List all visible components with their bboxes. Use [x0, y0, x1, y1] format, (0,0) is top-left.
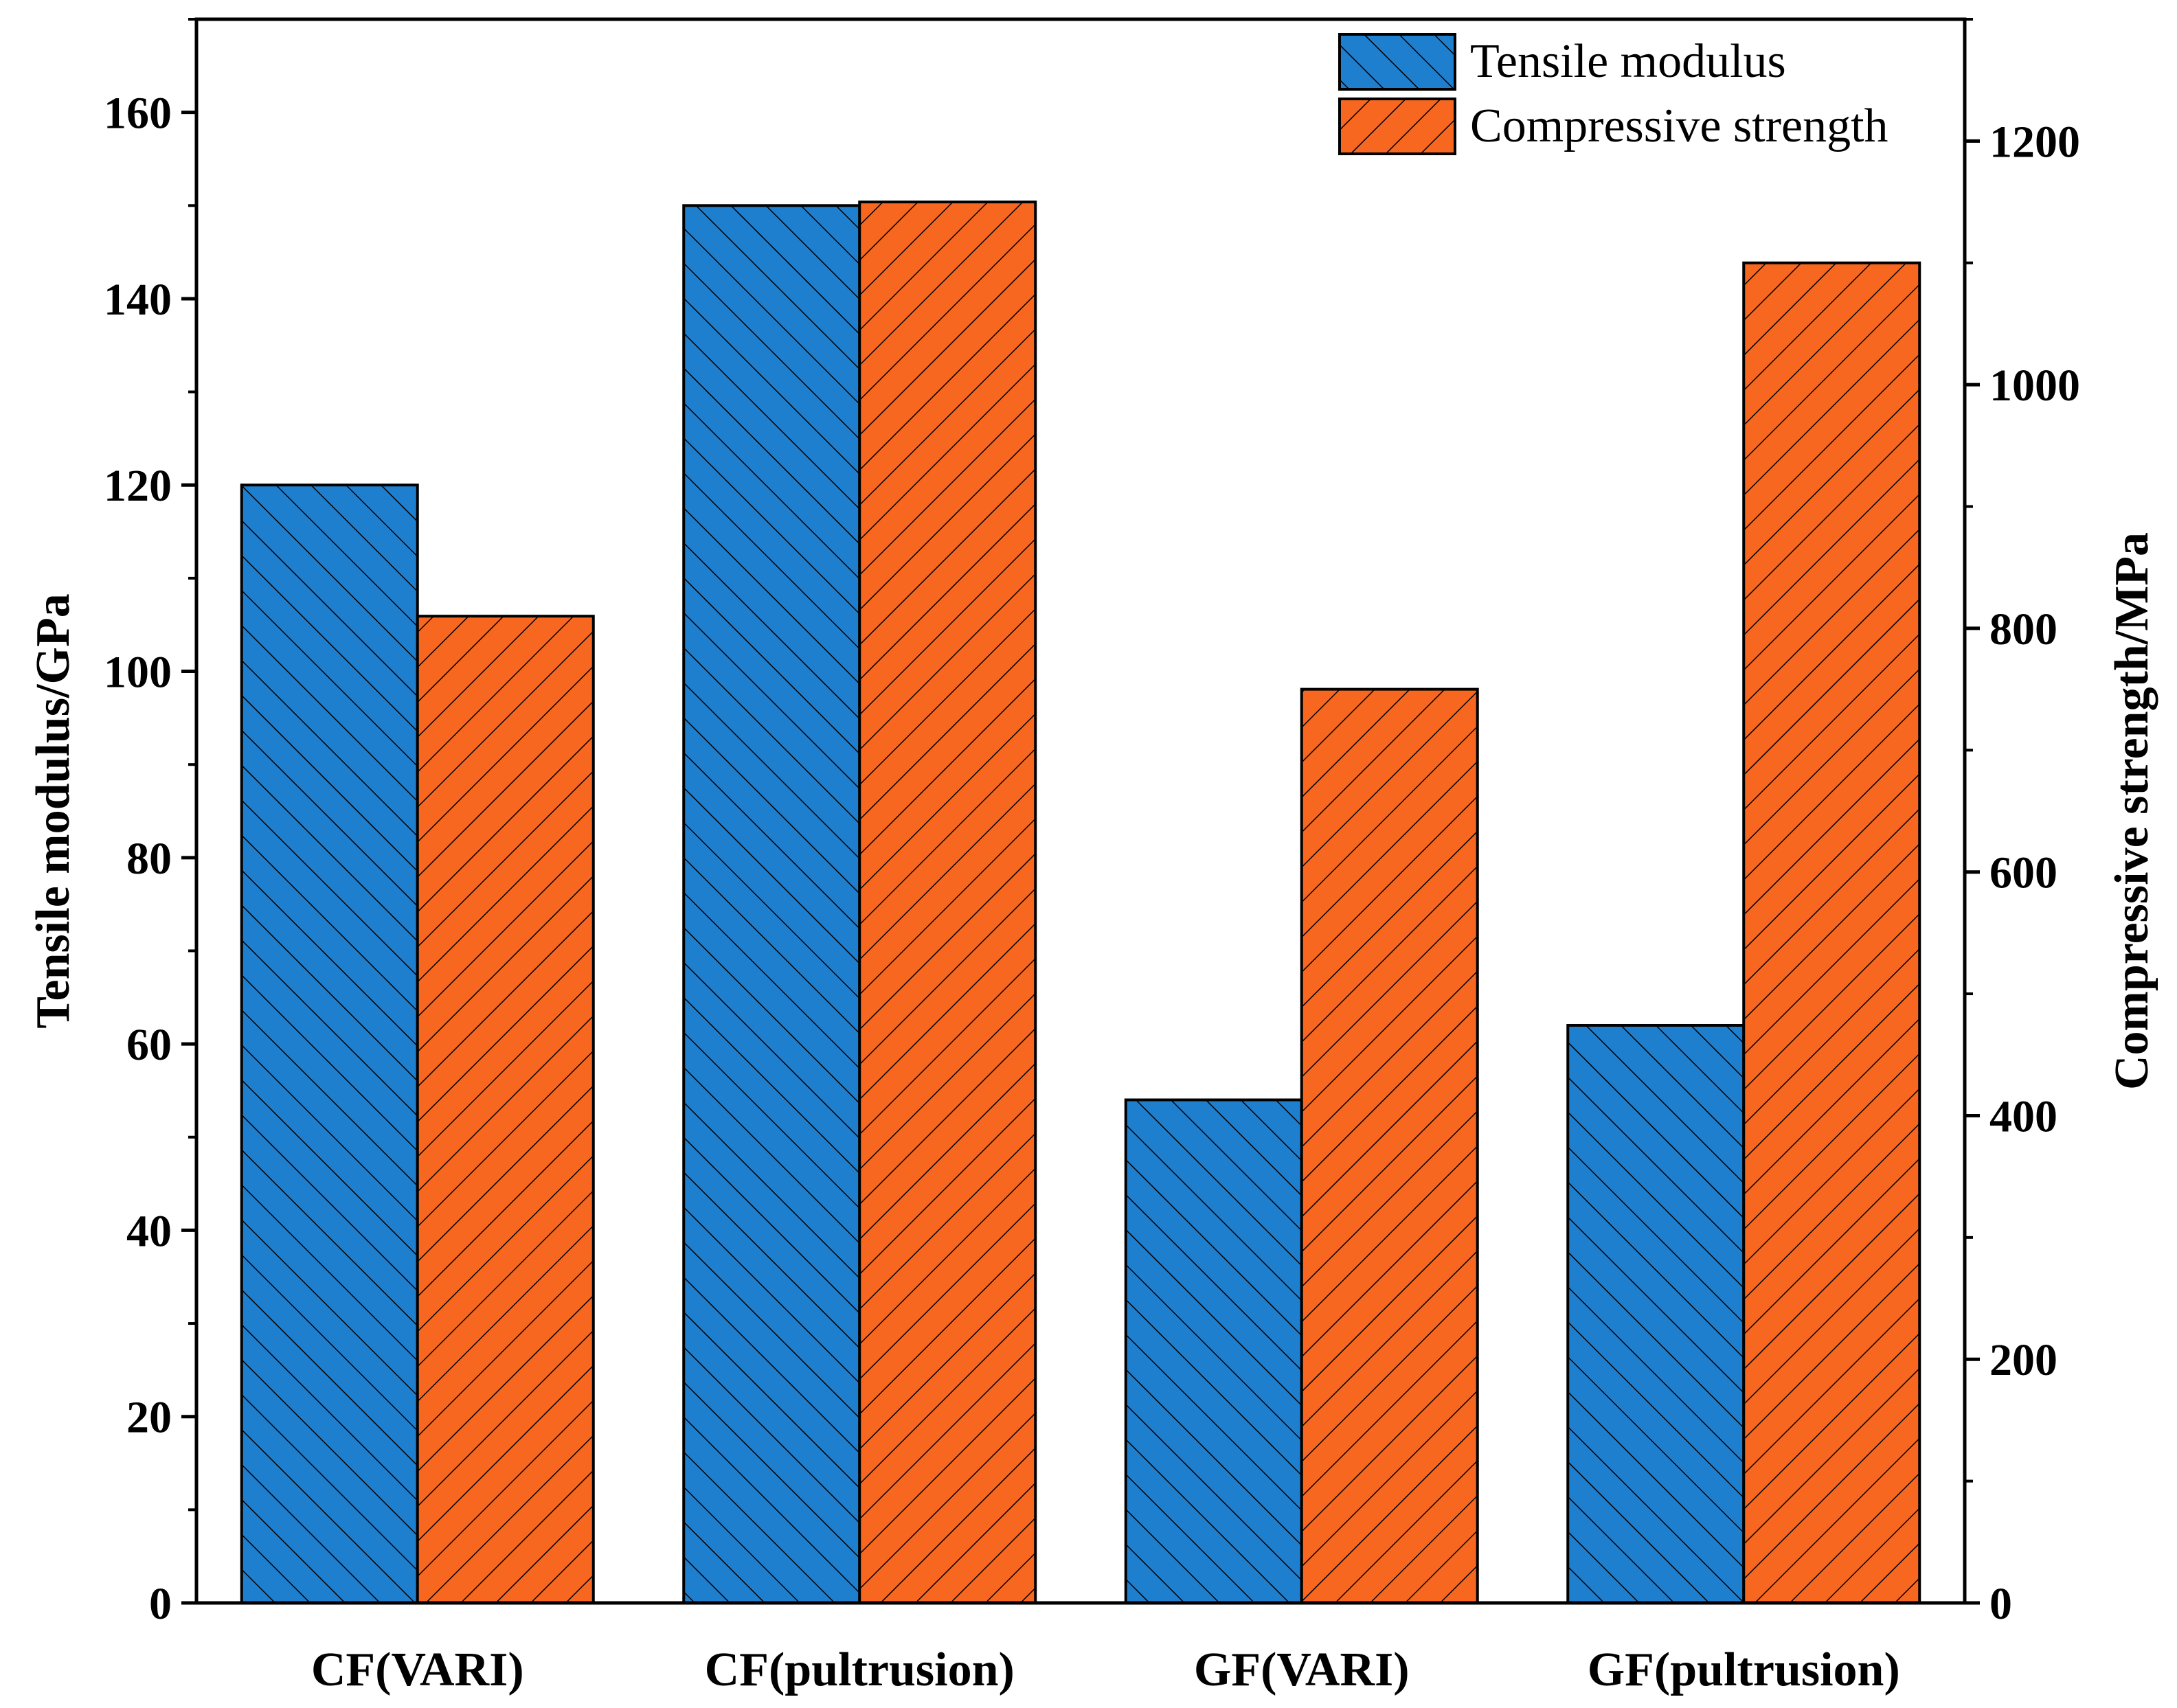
- category-label: CF(VARI): [311, 1643, 524, 1696]
- left-tick-label: 100: [104, 648, 172, 698]
- right-tick-label: 1200: [1989, 117, 2080, 167]
- bar-hatch-1-2: [1300, 687, 1479, 1604]
- bar-hatch-1-3: [1742, 261, 1921, 1604]
- category-label: CF(pultrusion): [705, 1643, 1015, 1696]
- left-tick-label: 80: [126, 834, 172, 884]
- legend-swatch-hatch: [1338, 33, 1456, 91]
- right-tick-label: 200: [1989, 1335, 2057, 1385]
- left-tick-label: 60: [126, 1020, 172, 1070]
- right-tick-label: 0: [1989, 1579, 2012, 1629]
- left-tick-label: 120: [104, 461, 172, 511]
- legend-label: Tensile modulus: [1470, 35, 1786, 88]
- left-tick-label: 20: [126, 1393, 172, 1443]
- bar-hatch-0-1: [682, 204, 861, 1605]
- left-tick-label: 160: [104, 89, 172, 139]
- plot-frame: [194, 17, 1967, 1605]
- left-tick-label: 0: [149, 1579, 172, 1629]
- left-axis-title: Tensile modulus/GPa: [27, 593, 80, 1028]
- left-tick-label: 40: [126, 1206, 172, 1256]
- category-label: GF(VARI): [1194, 1643, 1410, 1696]
- right-tick-label: 600: [1989, 848, 2057, 898]
- category-label: GF(pultrusion): [1588, 1643, 1900, 1696]
- bar-hatch-1-1: [858, 201, 1037, 1605]
- left-tick-label: 140: [104, 275, 172, 325]
- right-tick-label: 800: [1989, 604, 2057, 654]
- bar-hatch-0-0: [240, 483, 419, 1604]
- bar-hatch-1-0: [416, 615, 595, 1605]
- bar-hatch-0-3: [1566, 1023, 1746, 1605]
- bars-layer: [240, 201, 1921, 1605]
- ticks-layer: 0 20 40 60 80 100 120 140 160 0 200 400 600 800 1000 12…: [104, 18, 2080, 1629]
- axes-layer: [194, 17, 1967, 1605]
- right-tick-label: 400: [1989, 1091, 2057, 1141]
- right-axis-title: Compressive strength/MPa: [2106, 532, 2158, 1090]
- legend-label: Compressive strength: [1470, 100, 1888, 152]
- bar-hatch-0-2: [1124, 1098, 1303, 1604]
- labels-layer: CF(VARI) CF(pultrusion) GF(VARI) GF(pultrus…: [27, 532, 2158, 1696]
- right-tick-label: 1000: [1989, 361, 2080, 411]
- legend-swatch-hatch: [1338, 98, 1456, 155]
- legend: Tensile modulus Compressive strength: [1338, 33, 1888, 155]
